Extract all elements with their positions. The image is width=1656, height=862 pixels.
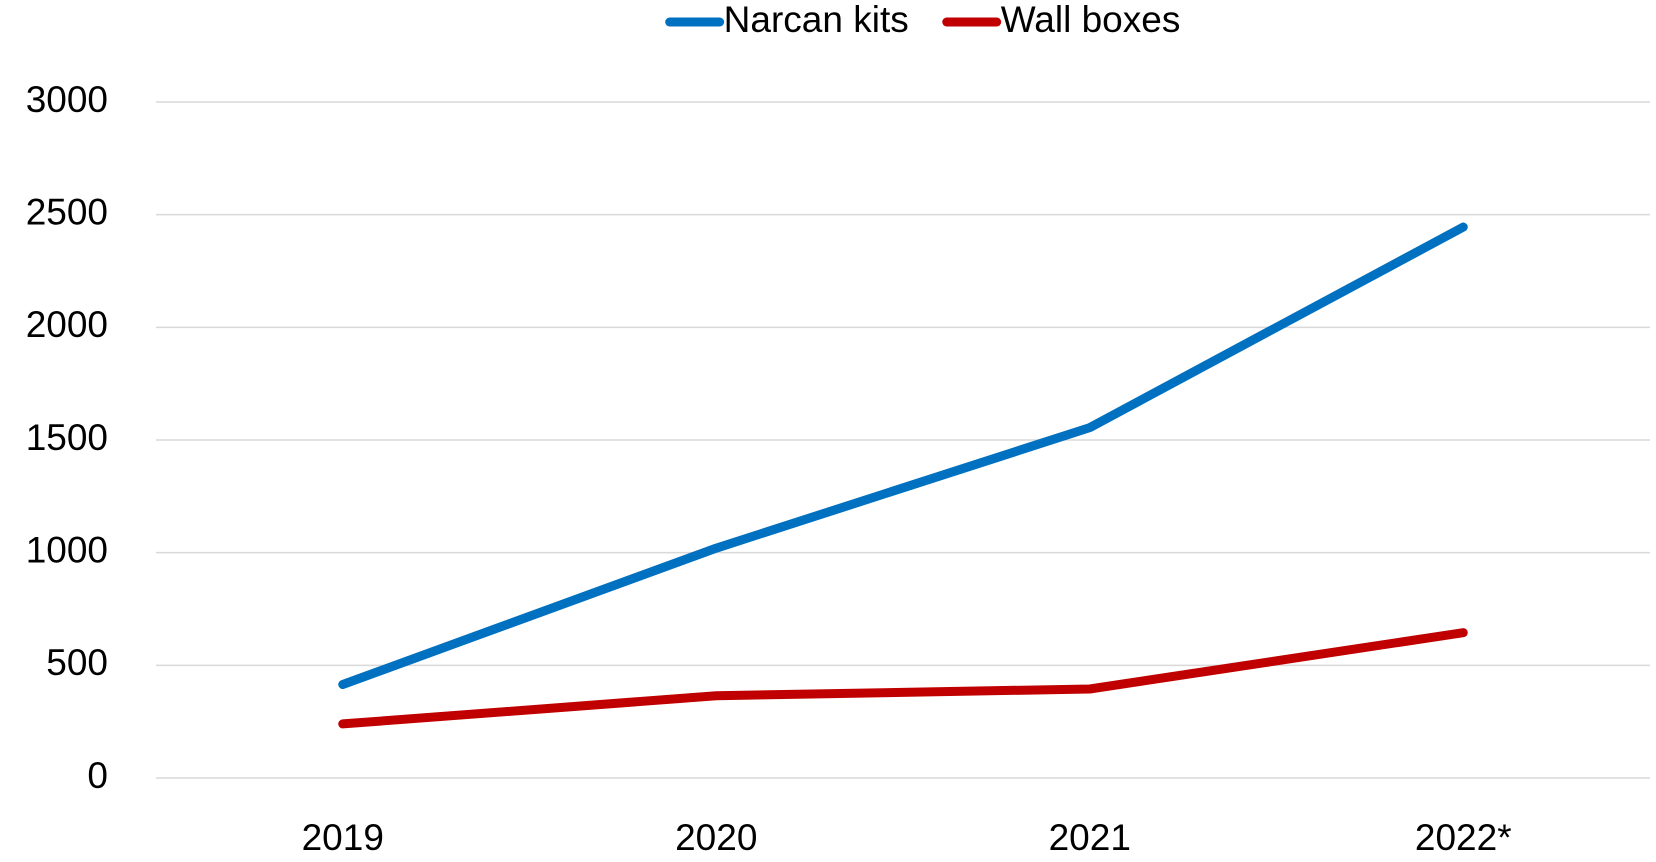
y-tick-label: 0 bbox=[87, 755, 108, 796]
x-tick-label: 2021 bbox=[1049, 817, 1131, 858]
y-tick-label: 1500 bbox=[26, 417, 108, 458]
x-tick-label: 2020 bbox=[675, 817, 757, 858]
y-tick-label: 500 bbox=[46, 642, 108, 683]
legend-label: Narcan kits bbox=[724, 0, 909, 40]
y-tick-label: 3000 bbox=[26, 79, 108, 120]
x-tick-label: 2019 bbox=[302, 817, 384, 858]
legend-label: Wall boxes bbox=[1001, 0, 1181, 40]
data-line bbox=[338, 222, 1468, 689]
x-tick-label: 2022* bbox=[1415, 817, 1512, 858]
legend: Narcan kits Wall boxes bbox=[665, 0, 1181, 40]
y-tick-label: 2000 bbox=[26, 304, 108, 345]
y-tick-label: 1000 bbox=[26, 529, 108, 570]
y-tick-label: 2500 bbox=[26, 191, 108, 232]
data-line bbox=[338, 628, 1468, 729]
